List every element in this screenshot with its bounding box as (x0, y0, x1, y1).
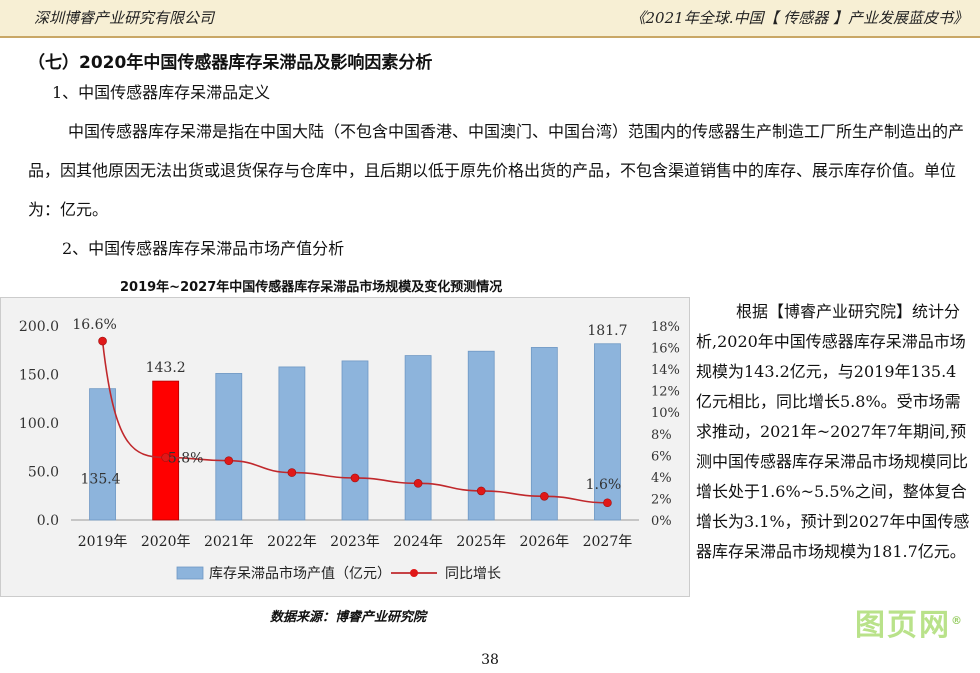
analysis-text: 根据【博睿产业研究院】统计分析,2020年中国传感器库存呆滞品市场规模为143.… (696, 302, 970, 561)
growth-point (476, 486, 486, 496)
growth-point (161, 453, 170, 462)
growth-point (603, 498, 612, 508)
data-source: 数据来源：博睿产业研究院 (270, 610, 427, 625)
left-axis-tick: 150.0 (19, 368, 59, 384)
right-axis-tick: 6% (651, 449, 672, 464)
subheading-definition: 1、中国传感器库存呆滞品定义 (52, 83, 271, 102)
growth-point (540, 491, 549, 501)
data-label: 135.4 (81, 472, 121, 488)
left-axis-tick: 200.0 (19, 319, 59, 335)
bar (215, 373, 243, 521)
company-name: 深圳博睿产业研究有限公司 (34, 9, 215, 27)
bar (404, 355, 432, 521)
bar (278, 366, 306, 521)
right-axis-tick: 14% (651, 363, 680, 378)
data-label: 1.6% (586, 477, 622, 493)
right-axis-tick: 0% (651, 514, 672, 529)
growth-point (413, 479, 423, 488)
right-axis-tick: 16% (651, 342, 680, 357)
data-label: 5.8% (168, 450, 204, 466)
growth-point (287, 468, 297, 477)
growth-point (98, 336, 107, 346)
x-axis-tick: 2020年 (141, 534, 191, 550)
x-axis-tick: 2024年 (393, 534, 443, 550)
bar (530, 347, 558, 521)
chart-svg: 0.0 50.0 100.0 150.0 200.0 0% 2% 4% 6% 8% 10% 12% 14… (19, 317, 680, 582)
section-heading: （七）2020年中国传感器库存呆滞品及影响因素分析 (28, 53, 433, 73)
right-axis-tick: 8% (651, 428, 672, 443)
book-title: 《2021年全球.中国【 传感器 】产业发展蓝皮书》 (630, 9, 968, 27)
growth-point (350, 473, 360, 483)
right-axis-tick: 12% (651, 385, 680, 400)
chart-area: 0.0 50.0 100.0 150.0 200.0 0% 2% 4% 6% 8% 10% 12% 14… (0, 297, 690, 597)
right-axis-tick: 18% (651, 320, 680, 335)
legend-swatch-point (410, 569, 418, 577)
left-axis-tick: 100.0 (19, 416, 59, 432)
page-header: 深圳博睿产业研究有限公司 《2021年全球.中国【 传感器 】产业发展蓝皮书》 (0, 0, 980, 38)
right-axis-tick: 4% (651, 471, 672, 486)
legend-swatch-bar (176, 566, 204, 580)
subheading-market: 2、中国传感器库存呆滞品市场产值分析 (62, 239, 345, 258)
left-axis-tick: 0.0 (37, 513, 59, 529)
right-axis-tick: 2% (651, 492, 672, 507)
growth-point (224, 456, 234, 466)
data-label: 181.7 (587, 323, 627, 339)
left-axis-tick: 50.0 (28, 465, 59, 481)
right-axis-tick: 10% (651, 406, 680, 421)
bar (594, 343, 621, 521)
x-axis-tick: 2026年 (520, 534, 570, 550)
page-number: 38 (481, 652, 499, 668)
x-axis-tick: 2022年 (267, 534, 317, 550)
x-axis-tick: 2025年 (456, 534, 506, 550)
watermark-logo: 图页网® (855, 608, 964, 643)
bar (341, 360, 369, 521)
bar (152, 380, 180, 521)
definition-paragraph: 中国传感器库存呆滞是指在中国大陆（不包含中国香港、中国澳门、中国台湾）范围内的传… (28, 122, 965, 219)
data-label: 143.2 (146, 360, 186, 376)
data-label: 16.6% (72, 317, 116, 333)
x-axis-tick: 2019年 (78, 534, 128, 550)
chart-title: 2019年~2027年中国传感器库存呆滞品市场规模及变化预测情况 (120, 280, 503, 295)
legend-label: 库存呆滞品市场产值（亿元） (209, 565, 391, 582)
x-axis-tick: 2023年 (330, 534, 380, 550)
x-axis-tick: 2021年 (204, 534, 254, 550)
bar (89, 388, 116, 521)
legend-label: 同比增长 (445, 566, 501, 582)
x-axis-tick: 2027年 (583, 534, 633, 550)
